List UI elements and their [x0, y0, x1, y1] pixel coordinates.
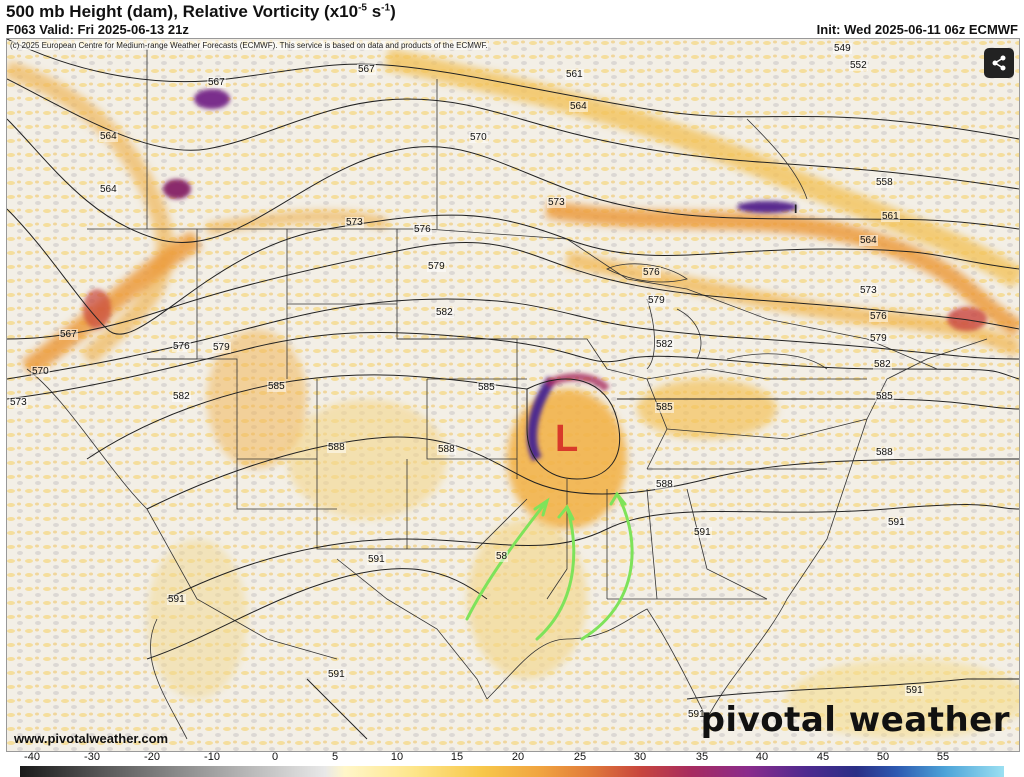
contour-label: 576 [642, 267, 661, 278]
valid-time: F063 Valid: Fri 2025-06-13 21z [6, 22, 189, 37]
contour-label: 564 [99, 131, 118, 142]
colorbar-tick-label: 45 [816, 751, 830, 763]
contour-label: 573 [859, 285, 878, 296]
contour-label: 585 [267, 381, 286, 392]
contour-label: 576 [869, 311, 888, 322]
contour-label: 588 [327, 442, 346, 453]
colorbar [20, 766, 1004, 777]
contour-label: 552 [849, 60, 868, 71]
contour-label: 588 [437, 444, 456, 455]
colorbar-tick-label: -20 [144, 751, 160, 763]
contour-label: 579 [212, 342, 231, 353]
contour-label: 573 [345, 217, 364, 228]
contour-label: 558 [875, 177, 894, 188]
brand-logo-text: pivotal weather [700, 700, 1010, 740]
colorbar-tick-label: 10 [390, 751, 404, 763]
contour-label: 588 [655, 479, 674, 490]
site-url[interactable]: www.pivotalweather.com [14, 731, 169, 746]
contour-label: 582 [172, 391, 191, 402]
contour-label: 582 [435, 307, 454, 318]
colorbar-tick-label: -10 [204, 751, 220, 763]
contour-label: 579 [427, 261, 446, 272]
contour-label: 573 [9, 397, 28, 408]
contour-tick: I [794, 202, 797, 216]
share-icon [992, 55, 1006, 71]
contour-labels: 567 567 564 564 561 564 570 573 576 579 582 585 588 5… [7, 39, 1019, 751]
contour-label: 570 [31, 366, 50, 377]
contour-label: 585 [477, 382, 496, 393]
contour-label: 585 [875, 391, 894, 402]
contour-label: 576 [172, 341, 191, 352]
colorbar-tick-label: -30 [84, 751, 100, 763]
colorbar-labels: -40 -30 -20 -10 0 5 10 15 20 25 30 35 40 45 50 55 [0, 751, 1024, 765]
colorbar-tick-label: 5 [331, 751, 339, 763]
contour-label: 564 [99, 184, 118, 195]
share-button[interactable] [984, 48, 1014, 78]
contour-label: 549 [833, 43, 852, 54]
colorbar-tick-label: 0 [271, 751, 279, 763]
contour-label: 564 [569, 101, 588, 112]
contour-label: 58 [495, 551, 509, 562]
colorbar-tick-label: 40 [755, 751, 769, 763]
colorbar-tick-label: 15 [450, 751, 464, 763]
contour-label: 591 [687, 709, 706, 720]
contour-label: 567 [207, 77, 226, 88]
colorbar-tick-label: 55 [936, 751, 950, 763]
low-pressure-marker: L [555, 418, 578, 460]
colorbar-tick-label: 25 [573, 751, 587, 763]
contour-label: 561 [565, 69, 584, 80]
contour-label: 579 [869, 333, 888, 344]
map-title: 500 mb Height (dam), Relative Vorticity … [6, 2, 396, 21]
contour-label: 567 [59, 329, 78, 340]
init-time: Init: Wed 2025-06-11 06z ECMWF [816, 22, 1018, 37]
contour-label: 573 [547, 197, 566, 208]
contour-label: 570 [469, 132, 488, 143]
contour-label: 591 [693, 527, 712, 538]
contour-label: 582 [655, 339, 674, 350]
contour-label: 582 [873, 359, 892, 370]
contour-label: 564 [859, 235, 878, 246]
contour-label: 591 [167, 594, 186, 605]
weather-map: L I 567 567 564 564 561 564 570 573 576 579 582 585… [6, 38, 1020, 752]
contour-label: 591 [367, 554, 386, 565]
lakes-outline [606, 118, 828, 370]
copyright-notice: (c) 2025 European Centre for Medium-rang… [10, 41, 488, 50]
contour-label: 591 [327, 669, 346, 680]
colorbar-tick-label: 35 [695, 751, 709, 763]
colorbar-tick-label: 30 [633, 751, 647, 763]
contour-label: 588 [875, 447, 894, 458]
contour-label: 585 [655, 402, 674, 413]
contour-label: 567 [357, 64, 376, 75]
colorbar-tick-label: -40 [24, 751, 40, 763]
colorbar-tick-label: 50 [876, 751, 890, 763]
contour-label: 591 [887, 517, 906, 528]
contour-label: 576 [413, 224, 432, 235]
contour-label: 591 [905, 685, 924, 696]
vorticity-maxima [83, 89, 987, 462]
contour-label: 579 [647, 295, 666, 306]
contour-label: 561 [881, 211, 900, 222]
colorbar-tick-label: 20 [511, 751, 525, 763]
